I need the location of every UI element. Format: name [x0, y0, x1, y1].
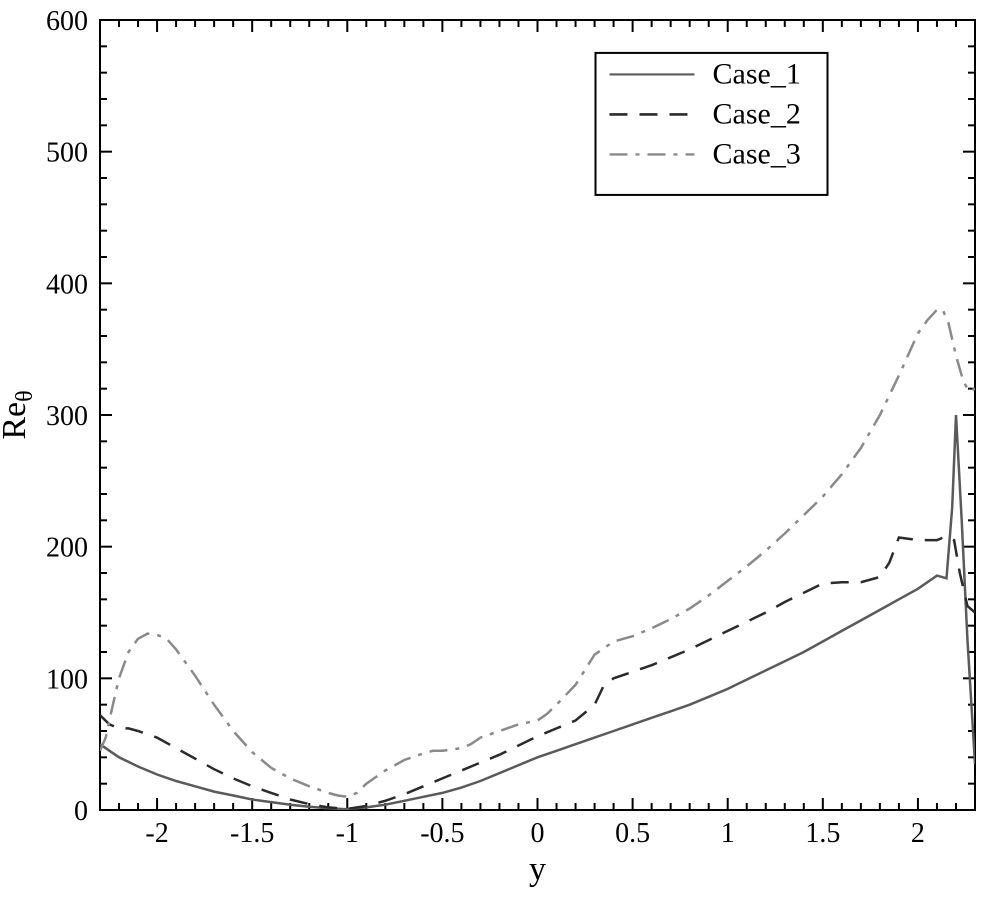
series-group — [100, 310, 975, 810]
series-case1 — [100, 415, 975, 809]
svg-text:Reθ: Reθ — [0, 390, 38, 439]
line-chart: -2 -1.5 -1 -0.5 0 0.5 1 1.5 2 0 100 200 300 400 500 600… — [0, 0, 1000, 912]
legend-label: Case_3 — [713, 137, 801, 170]
y-tick-label: 400 — [46, 269, 88, 300]
chart-svg: -2 -1.5 -1 -0.5 0 0.5 1 1.5 2 0 100 200 300 400 500 600… — [0, 0, 1000, 912]
x-tick-label: -1.5 — [230, 818, 274, 849]
y-tick-label: 600 — [46, 6, 88, 37]
plot-border — [100, 20, 975, 810]
x-tick-label: -1 — [336, 818, 359, 849]
x-tick-label: 0.5 — [615, 818, 650, 849]
x-tick-label: 1 — [721, 818, 735, 849]
y-tick-label: 100 — [46, 664, 88, 695]
y-tick-label: 300 — [46, 401, 88, 432]
series-case2 — [100, 536, 975, 809]
x-tick-label: 1.5 — [805, 818, 840, 849]
x-tick-label: -0.5 — [420, 818, 464, 849]
x-axis-label: y — [529, 851, 546, 888]
legend: Case_1 Case_2 Case_3 — [596, 53, 828, 195]
y-tick-label: 500 — [46, 138, 88, 169]
x-tick-label: 0 — [531, 818, 545, 849]
x-tick-label: 2 — [911, 818, 925, 849]
legend-label: Case_1 — [713, 57, 801, 90]
y-tick-label: 0 — [74, 796, 88, 827]
x-tick-label: -2 — [145, 818, 168, 849]
legend-label: Case_2 — [713, 97, 801, 130]
y-tick-label: 200 — [46, 533, 88, 564]
y-axis-label: Reθ — [0, 390, 38, 439]
series-case3 — [100, 310, 975, 797]
